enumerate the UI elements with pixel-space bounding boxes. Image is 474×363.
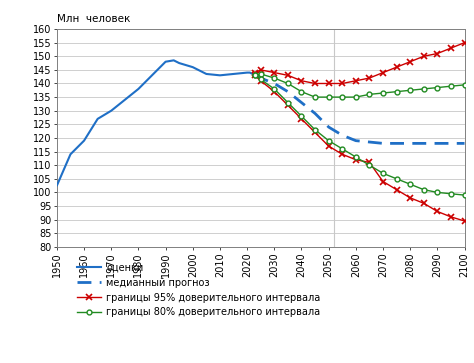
границы 80% доверительного интервала	[353, 95, 359, 99]
границы 95% доверительного интервала	[299, 78, 304, 83]
границы 80% доверительного интервала	[366, 92, 372, 97]
оценки	[81, 138, 87, 143]
границы 80% доверительного интервала	[339, 95, 345, 99]
границы 95% доверительного интервала	[462, 40, 467, 45]
Line: оценки: оценки	[57, 60, 255, 185]
границы 80% доверительного интервала	[253, 73, 258, 77]
границы 95% доверительного интервала	[366, 76, 372, 80]
границы 80% доверительного интервала	[462, 83, 467, 87]
оценки	[250, 72, 255, 76]
оценки	[190, 65, 196, 69]
границы 95% доверительного интервала	[394, 65, 400, 69]
медианный прогноз	[339, 133, 345, 137]
границы 80% доверительного интервала	[407, 88, 413, 93]
границы 80% доверительного интервала	[258, 72, 264, 76]
границы 95% доверительного интервала	[312, 81, 318, 86]
медианный прогноз	[435, 141, 440, 146]
оценки	[203, 72, 209, 76]
медианный прогноз	[312, 111, 318, 115]
границы 80% доверительного интервала	[421, 87, 427, 91]
границы 95% доверительного интервала	[339, 81, 345, 86]
границы 95% доверительного интервала	[435, 51, 440, 56]
медианный прогноз	[380, 141, 386, 146]
оценки	[217, 73, 223, 77]
медианный прогноз	[253, 73, 258, 77]
оценки	[136, 87, 141, 91]
оценки	[95, 117, 100, 121]
границы 80% доверительного интервала	[299, 89, 304, 94]
границы 95% доверительного интервала	[285, 73, 291, 77]
Text: Млн  человек: Млн человек	[57, 13, 130, 24]
оценки	[253, 73, 258, 77]
оценки	[122, 98, 128, 102]
оценки	[247, 70, 253, 75]
оценки	[68, 152, 73, 156]
медианный прогноз	[448, 141, 454, 146]
границы 95% доверительного интервала	[258, 68, 264, 72]
оценки	[231, 72, 237, 76]
оценки	[54, 183, 60, 188]
оценки	[109, 109, 114, 113]
границы 80% доверительного интервала	[448, 84, 454, 88]
границы 95% доверительного интервала	[326, 81, 331, 86]
медианный прогноз	[421, 141, 427, 146]
границы 80% доверительного интервала	[435, 85, 440, 90]
границы 95% доверительного интервала	[448, 46, 454, 50]
медианный прогноз	[366, 140, 372, 144]
медианный прогноз	[407, 141, 413, 146]
Legend: оценки, медианный прогноз, границы 95% доверительного интервала, границы 80% дов: оценки, медианный прогноз, границы 95% д…	[73, 259, 324, 321]
медианный прогноз	[285, 89, 291, 94]
оценки	[244, 70, 250, 75]
границы 95% доверительного интервала	[353, 78, 359, 83]
медианный прогноз	[326, 125, 331, 129]
медианный прогноз	[353, 138, 359, 143]
границы 95% доверительного интервала	[253, 70, 258, 75]
границы 80% доверительного интервала	[394, 89, 400, 94]
оценки	[149, 73, 155, 77]
границы 80% доверительного интервала	[380, 91, 386, 95]
Line: медианный прогноз: медианный прогноз	[255, 75, 465, 143]
границы 95% доверительного интервала	[272, 70, 277, 75]
границы 80% доверительного интервала	[312, 95, 318, 99]
границы 80% доверительного интервала	[326, 95, 331, 99]
медианный прогноз	[394, 141, 400, 146]
медианный прогноз	[462, 141, 467, 146]
границы 95% доверительного интервала	[407, 60, 413, 64]
границы 80% доверительного интервала	[272, 76, 277, 80]
оценки	[163, 60, 168, 64]
Line: границы 80% доверительного интервала: границы 80% доверительного интервала	[253, 72, 467, 99]
границы 80% доверительного интервала	[285, 81, 291, 86]
медианный прогноз	[272, 81, 277, 86]
границы 95% доверительного интервала	[421, 54, 427, 58]
оценки	[171, 58, 177, 62]
оценки	[176, 61, 182, 65]
Line: границы 95% доверительного интервала: границы 95% доверительного интервала	[253, 40, 467, 86]
границы 95% доверительного интервала	[380, 70, 386, 75]
медианный прогноз	[258, 76, 264, 80]
медианный прогноз	[299, 100, 304, 105]
